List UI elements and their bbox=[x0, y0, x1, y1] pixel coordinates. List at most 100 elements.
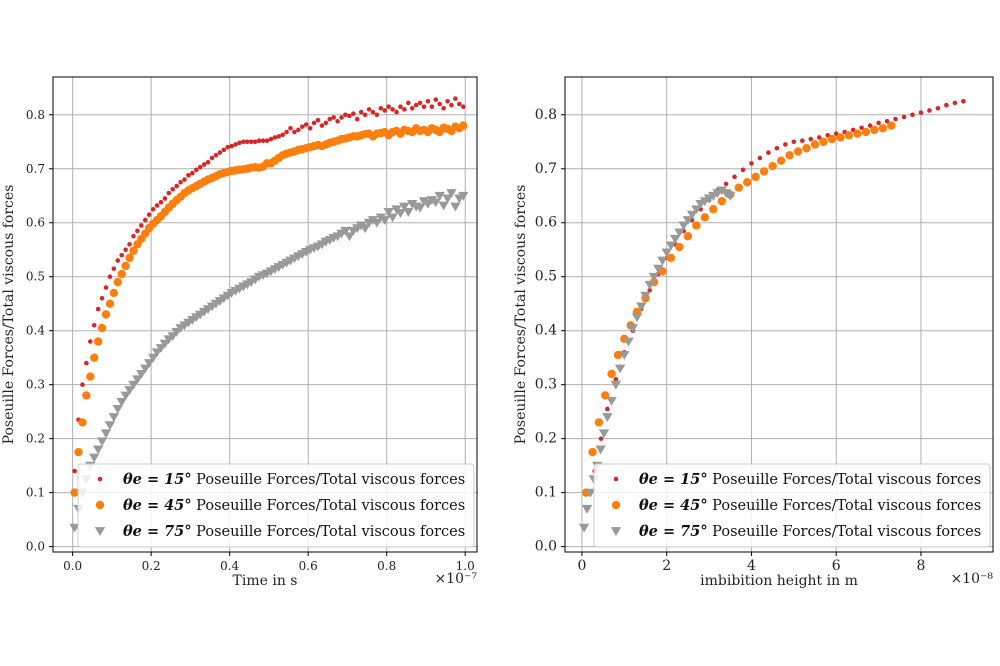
x-tick-label: 0.6 bbox=[299, 559, 318, 573]
plot-frame bbox=[52, 76, 478, 553]
data-point bbox=[143, 359, 155, 369]
data-point bbox=[442, 194, 453, 204]
data-point bbox=[725, 191, 736, 201]
data-point bbox=[284, 129, 289, 135]
data-point bbox=[686, 210, 698, 220]
legend: θe = 15° Poseuille Forces/Total viscous … bbox=[593, 463, 991, 548]
data-point bbox=[636, 302, 647, 312]
data-point bbox=[327, 116, 333, 122]
x-tick-label: 0.4 bbox=[220, 559, 239, 573]
data-point bbox=[827, 134, 837, 144]
data-point bbox=[229, 143, 234, 149]
data-point bbox=[319, 123, 325, 128]
data-point bbox=[89, 453, 100, 463]
data-point bbox=[665, 241, 677, 251]
data-point bbox=[299, 124, 305, 129]
data-point bbox=[331, 115, 337, 120]
data-point bbox=[382, 108, 388, 113]
data-point bbox=[127, 242, 132, 247]
x-offset-label: ×10⁻⁷ bbox=[434, 571, 477, 587]
data-point bbox=[578, 523, 590, 533]
y-tick-label: 0.7 bbox=[26, 162, 45, 176]
data-point bbox=[315, 117, 321, 123]
data-point bbox=[264, 138, 270, 143]
data-point bbox=[791, 139, 797, 145]
data-point bbox=[245, 139, 250, 145]
data-point bbox=[379, 216, 390, 225]
data-point bbox=[757, 155, 763, 161]
data-point bbox=[740, 167, 746, 173]
data-point bbox=[861, 127, 871, 137]
x-tick-label: 0.8 bbox=[377, 559, 396, 573]
data-point bbox=[619, 351, 630, 360]
data-point bbox=[859, 125, 864, 131]
data-point bbox=[108, 413, 120, 422]
data-point bbox=[743, 178, 752, 187]
data-point bbox=[678, 221, 689, 231]
data-point bbox=[217, 150, 223, 155]
data-point bbox=[734, 183, 743, 192]
data-point bbox=[201, 162, 207, 167]
data-point bbox=[311, 120, 317, 126]
data-point bbox=[362, 112, 368, 118]
data-point bbox=[82, 391, 91, 400]
data-point bbox=[120, 391, 131, 401]
data-point bbox=[867, 123, 873, 128]
data-point bbox=[595, 445, 606, 455]
data-point bbox=[131, 233, 136, 239]
data-point bbox=[383, 208, 394, 217]
data-point bbox=[640, 291, 651, 301]
y-tick-label: 0.2 bbox=[26, 432, 45, 446]
data-point bbox=[723, 181, 729, 187]
data-point bbox=[409, 106, 415, 111]
y-tick-label: 0.1 bbox=[26, 486, 45, 500]
data-point bbox=[378, 106, 384, 111]
y-tick-label: 0.5 bbox=[535, 269, 557, 285]
data-point bbox=[776, 156, 786, 165]
data-point bbox=[241, 139, 246, 145]
data-point bbox=[610, 380, 622, 390]
x-tick-label: 4 bbox=[747, 558, 756, 574]
data-point bbox=[178, 179, 183, 185]
x-tick-label: 6 bbox=[832, 558, 841, 574]
data-point bbox=[717, 196, 726, 206]
data-point bbox=[280, 132, 285, 138]
x-tick-label: 1.0 bbox=[456, 559, 475, 573]
data-point bbox=[631, 313, 643, 323]
data-point bbox=[370, 109, 376, 115]
data-point bbox=[80, 382, 85, 387]
data-point bbox=[606, 396, 617, 406]
data-point bbox=[437, 101, 443, 107]
x-tick-label: 0.2 bbox=[142, 559, 161, 573]
x-tick-label: 2 bbox=[662, 558, 671, 574]
data-point bbox=[72, 468, 77, 474]
data-point bbox=[69, 523, 80, 533]
x-tick-label: 0.0 bbox=[63, 559, 82, 573]
data-point bbox=[292, 129, 297, 135]
legend-box bbox=[593, 463, 991, 548]
data-point bbox=[154, 203, 160, 208]
series-2 bbox=[70, 121, 468, 497]
data-point bbox=[256, 138, 262, 143]
legend-marker bbox=[610, 527, 622, 536]
data-point bbox=[95, 306, 101, 312]
plot-frame bbox=[564, 76, 994, 553]
data-point bbox=[112, 405, 123, 414]
y-axis-title: Poseuille Forces/Total viscous forces bbox=[1, 185, 17, 445]
data-point bbox=[335, 118, 340, 124]
data-point bbox=[100, 429, 112, 439]
data-point bbox=[252, 139, 258, 145]
y-tick-label: 0.2 bbox=[535, 431, 557, 447]
data-point bbox=[166, 190, 172, 196]
x-tick-label: 0 bbox=[577, 558, 586, 574]
data-point bbox=[647, 287, 653, 293]
data-point bbox=[124, 386, 135, 396]
data-point bbox=[105, 299, 115, 308]
data-point bbox=[142, 217, 148, 223]
data-point bbox=[399, 202, 410, 212]
data-point bbox=[351, 111, 356, 117]
y-tick-label: 0.5 bbox=[26, 270, 45, 284]
data-point bbox=[209, 155, 215, 161]
data-point bbox=[876, 120, 881, 126]
